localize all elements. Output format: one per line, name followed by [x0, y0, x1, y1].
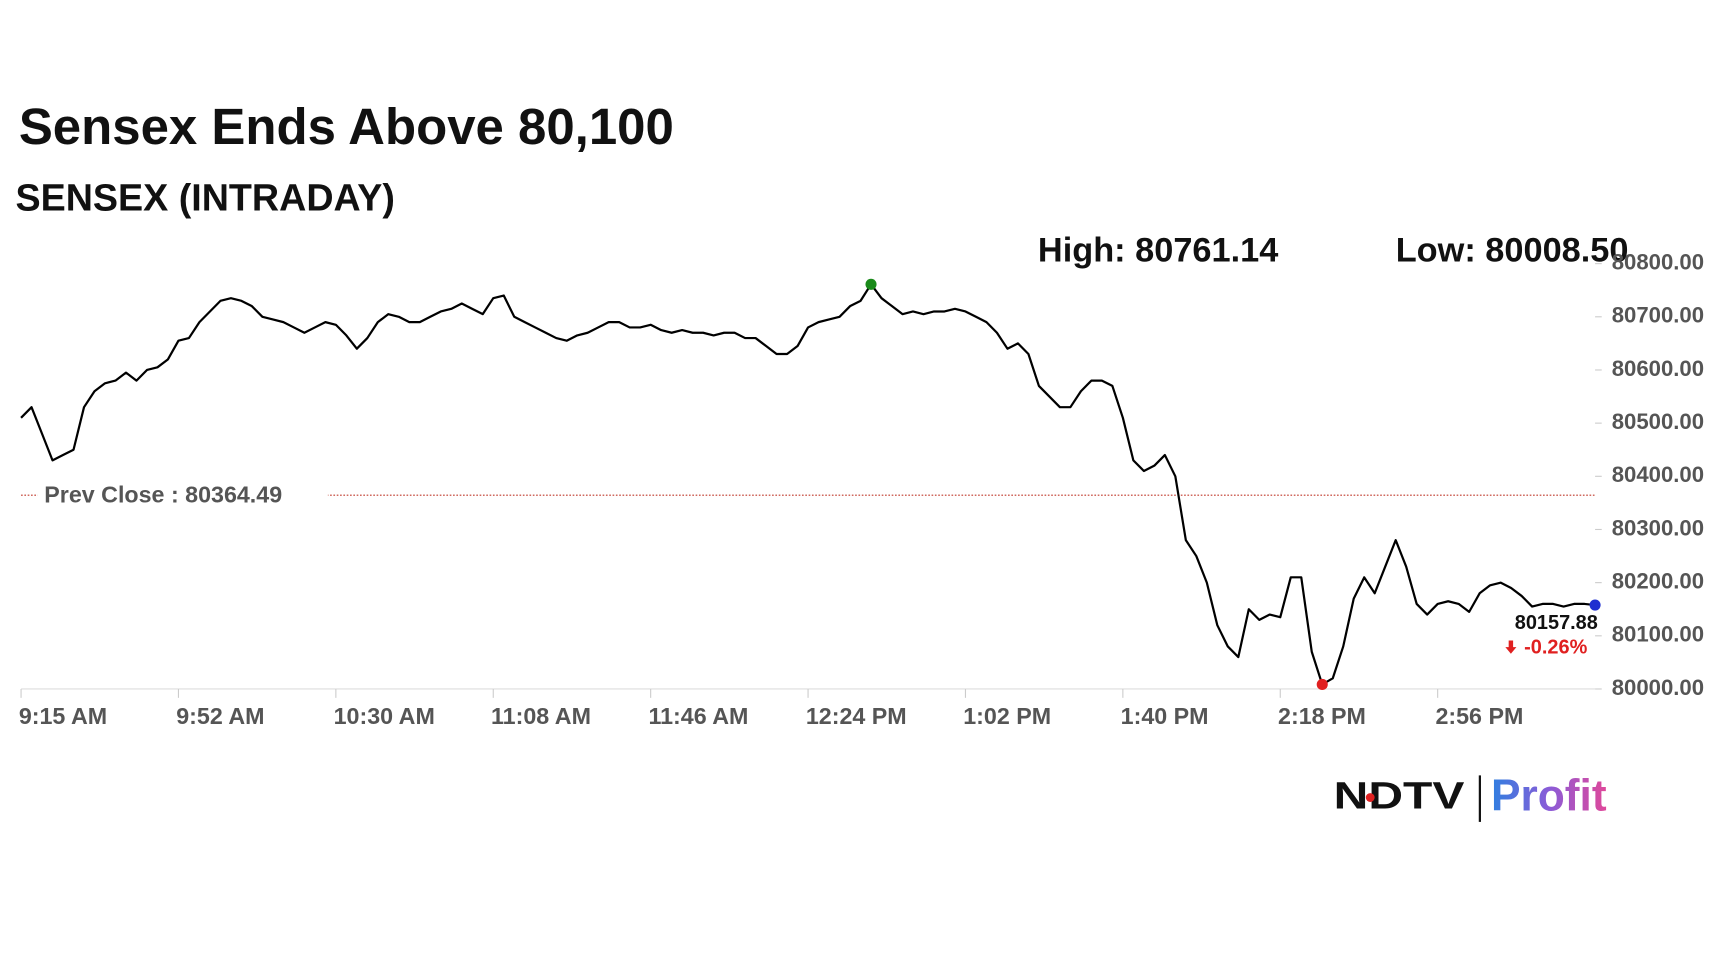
y-tick-label: 80400.00 [1612, 462, 1704, 487]
last-marker [1589, 599, 1601, 611]
prev-close-bg [37, 479, 328, 511]
chart-title: Sensex Ends Above 80,100 [19, 98, 674, 155]
y-tick-label: 80300.00 [1612, 515, 1704, 540]
high-marker [865, 278, 877, 290]
chart-subtitle: SENSEX (INTRADAY) [16, 176, 395, 218]
brand-name: NDTV [1334, 775, 1465, 817]
change-label: -0.26% [1524, 637, 1587, 659]
x-tick-label: 9:15 AM [19, 703, 107, 729]
plot-area: 80000.00 80100.00 80200.00 80300.00 80400.00… [19, 249, 1704, 728]
y-tick-label: 80700.00 [1612, 303, 1704, 328]
brand-dot [1365, 793, 1375, 802]
y-tick-label: 80100.00 [1612, 622, 1704, 647]
y-tick-label: 80600.00 [1612, 356, 1704, 381]
x-tick-label: 12:24 PM [806, 703, 907, 729]
low-marker [1316, 678, 1328, 691]
price-line [20, 283, 1596, 686]
y-tick-label: 80000.00 [1612, 675, 1704, 700]
x-tick-label: 1:02 PM [963, 703, 1051, 729]
x-tick-label: 2:56 PM [1435, 703, 1523, 729]
x-tick-label: 10:30 AM [334, 703, 435, 729]
y-tick-label: 80800.00 [1612, 249, 1704, 274]
high-label: High: 80761.14 [1038, 232, 1278, 270]
brand-logo: NDTV Profit [1334, 771, 1607, 822]
prev-close-label: Prev Close : 80364.49 [44, 481, 282, 507]
x-tick-label: 2:18 PM [1278, 703, 1366, 729]
y-tick-label: 80500.00 [1612, 409, 1704, 434]
y-tick-label: 80200.00 [1612, 568, 1704, 593]
down-arrow [1505, 640, 1517, 654]
last-value-label: 80157.88 [1515, 612, 1598, 634]
x-tick-label: 9:52 AM [176, 703, 264, 729]
x-tick-label: 11:46 AM [648, 703, 748, 729]
low-label: Low: 80008.50 [1396, 232, 1629, 270]
x-tick-label: 11:08 AM [491, 703, 591, 729]
x-tick-label: 1:40 PM [1121, 703, 1209, 729]
brand-product: Profit [1491, 771, 1607, 820]
